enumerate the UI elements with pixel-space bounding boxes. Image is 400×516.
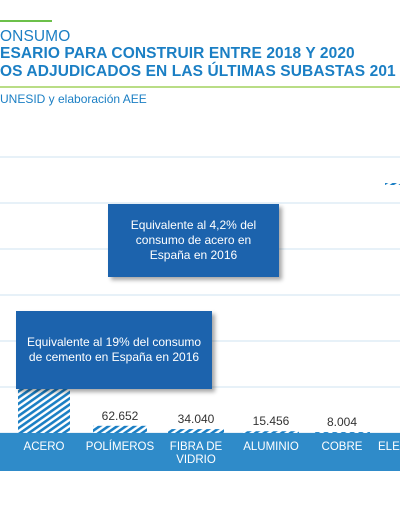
category-label: ELEC	[378, 441, 400, 453]
bar-polímeros	[93, 425, 147, 433]
data-label: 15.456	[253, 414, 290, 428]
bar-fibra-de-vidrio	[168, 429, 224, 433]
data-label: 34.040	[178, 412, 215, 426]
bar-aluminio	[243, 431, 299, 434]
category-label: POLÍMEROS	[85, 441, 155, 453]
data-label: 62.652	[102, 409, 139, 423]
source-text: UNESID y elaboración AEE	[0, 92, 147, 106]
category-label: ALUMINIO	[243, 441, 299, 453]
title-rule	[0, 86, 400, 88]
category-label: ACERO	[23, 441, 65, 453]
title-line-3: OS ADJUDICADOS EN LAS ÚLTIMAS SUBASTAS 2…	[0, 63, 396, 80]
callout-cement: Equivalente al 19% del consumo de cement…	[16, 311, 212, 389]
accent-line	[0, 20, 52, 22]
category-label: FIBRA DE VIDRIO	[169, 441, 223, 466]
callout-steel: Equivalente al 4,2% del consumo de acero…	[108, 204, 279, 277]
bar-partial	[385, 183, 400, 185]
title-line-1: ONSUMO	[0, 28, 71, 45]
data-label: 8.004	[327, 415, 357, 429]
category-label: COBRE	[321, 441, 363, 453]
title-line-2: ESARIO PARA CONSTRUIR ENTRE 2018 Y 2020	[0, 45, 355, 62]
callout-cement-text: Equivalente al 19% del consumo de cement…	[26, 335, 202, 364]
category-axis-band	[0, 433, 400, 471]
source-note: UNESID y elaboración AEE	[0, 92, 147, 106]
callout-steel-text: Equivalente al 4,2% del consumo de acero…	[130, 218, 257, 262]
